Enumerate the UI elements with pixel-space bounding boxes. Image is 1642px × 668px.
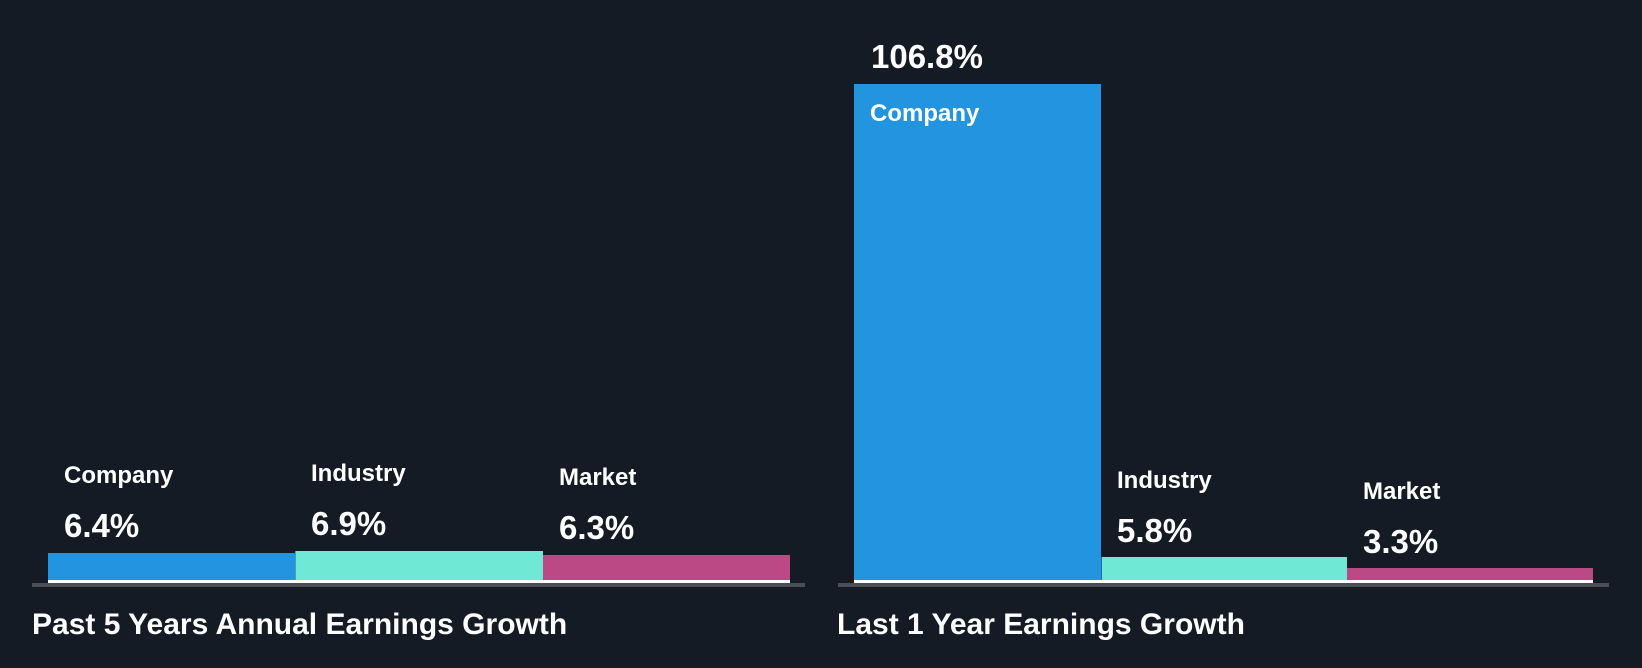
bar-bottom-line bbox=[48, 580, 790, 583]
x-axis-baseline bbox=[838, 583, 1609, 587]
bar-bottom-line bbox=[854, 580, 1593, 583]
bar-market bbox=[1347, 568, 1593, 580]
bar-company bbox=[854, 84, 1101, 580]
bar-value-market: 3.3% bbox=[1363, 523, 1439, 560]
bar-value-company: 6.4% bbox=[64, 507, 140, 544]
bar-label-company: Company bbox=[64, 462, 174, 489]
chart-title: Last 1 Year Earnings Growth bbox=[837, 608, 1245, 641]
bar-market bbox=[543, 555, 790, 580]
chart-title: Past 5 Years Annual Earnings Growth bbox=[32, 608, 568, 641]
bar-value-market: 6.3% bbox=[559, 509, 635, 546]
bar-label-company: Company bbox=[870, 100, 980, 127]
bar-value-company: 106.8% bbox=[871, 38, 983, 75]
bar-company bbox=[48, 553, 295, 580]
chart-past-5-years: Company 6.4% Industry 6.9% Market 6.3% P… bbox=[32, 460, 805, 641]
x-axis-baseline bbox=[32, 583, 805, 587]
bar-value-industry: 6.9% bbox=[311, 505, 387, 542]
bar-value-industry: 5.8% bbox=[1117, 512, 1193, 549]
bar-label-industry: Industry bbox=[311, 460, 406, 487]
bar-industry bbox=[295, 551, 543, 580]
bar-industry bbox=[1101, 557, 1347, 580]
bar-label-market: Market bbox=[559, 464, 637, 491]
bar-label-market: Market bbox=[1363, 478, 1441, 505]
bar-label-industry: Industry bbox=[1117, 467, 1212, 494]
